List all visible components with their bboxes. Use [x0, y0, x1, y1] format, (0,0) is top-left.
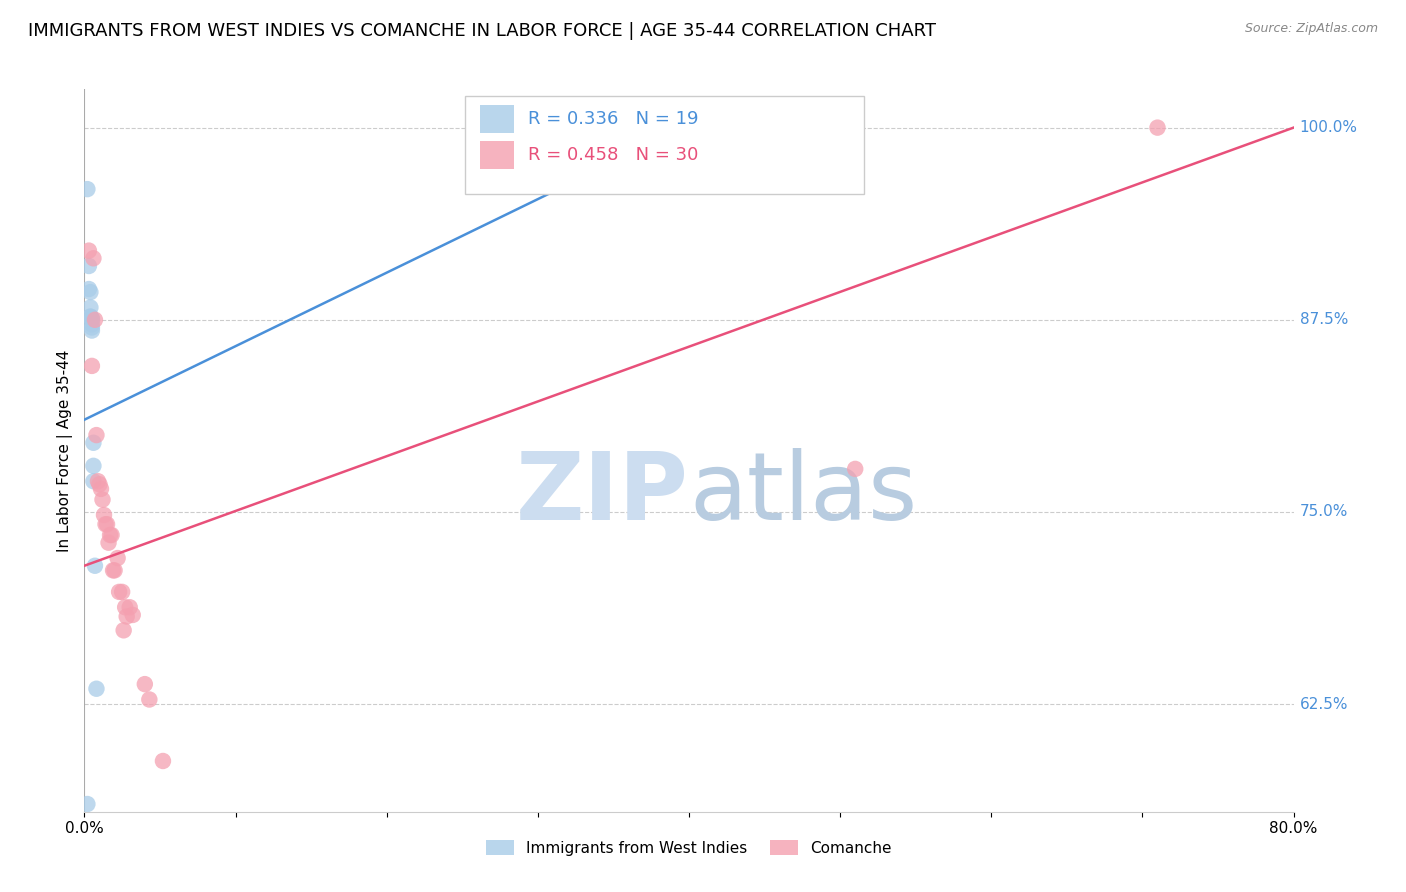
Text: 62.5%: 62.5%	[1299, 697, 1348, 712]
Text: 100.0%: 100.0%	[1299, 120, 1358, 135]
Point	[87, 474, 110, 488]
Y-axis label: In Labor Force | Age 35-44: In Labor Force | Age 35-44	[58, 350, 73, 551]
Point	[112, 624, 135, 638]
Text: Source: ZipAtlas.com: Source: ZipAtlas.com	[1244, 22, 1378, 36]
Point	[76, 797, 98, 811]
FancyBboxPatch shape	[479, 105, 513, 133]
Point	[844, 462, 866, 476]
Point	[107, 551, 129, 566]
Point	[595, 159, 617, 173]
Legend: Immigrants from West Indies, Comanche: Immigrants from West Indies, Comanche	[481, 834, 897, 862]
Point	[90, 482, 112, 496]
Point	[80, 313, 103, 327]
Text: R = 0.336   N = 19: R = 0.336 N = 19	[529, 110, 699, 128]
Point	[82, 474, 104, 488]
Point	[108, 585, 131, 599]
Point	[82, 458, 104, 473]
Point	[118, 600, 141, 615]
Text: 87.5%: 87.5%	[1299, 312, 1348, 327]
Point	[79, 310, 101, 324]
Point	[101, 563, 124, 577]
Point	[76, 182, 98, 196]
Point	[77, 244, 100, 258]
Point	[91, 492, 114, 507]
Point	[79, 301, 101, 315]
Point	[86, 428, 108, 442]
FancyBboxPatch shape	[479, 141, 513, 169]
Point	[152, 754, 174, 768]
Text: ZIP: ZIP	[516, 448, 689, 540]
Text: IMMIGRANTS FROM WEST INDIES VS COMANCHE IN LABOR FORCE | AGE 35-44 CORRELATION C: IMMIGRANTS FROM WEST INDIES VS COMANCHE …	[28, 22, 936, 40]
Point	[104, 563, 127, 577]
Text: atlas: atlas	[689, 448, 917, 540]
Point	[115, 609, 138, 624]
Point	[79, 310, 101, 324]
Point	[82, 252, 104, 266]
Point	[80, 318, 103, 332]
Point	[1146, 120, 1168, 135]
Text: R = 0.458   N = 30: R = 0.458 N = 30	[529, 146, 699, 164]
Point	[84, 558, 107, 573]
Point	[111, 585, 134, 599]
Point	[80, 320, 103, 334]
FancyBboxPatch shape	[465, 96, 865, 194]
Point	[100, 528, 122, 542]
Point	[138, 692, 160, 706]
Point	[86, 681, 108, 696]
Text: 75.0%: 75.0%	[1299, 505, 1348, 519]
Point	[134, 677, 156, 691]
Point	[114, 600, 136, 615]
Point	[96, 517, 118, 532]
Point	[80, 324, 103, 338]
Point	[94, 517, 117, 532]
Point	[84, 313, 107, 327]
Point	[77, 282, 100, 296]
Point	[77, 259, 100, 273]
Point	[121, 607, 143, 622]
Point	[82, 435, 104, 450]
Point	[98, 528, 121, 542]
Point	[89, 477, 111, 491]
Point	[93, 508, 115, 522]
Point	[80, 311, 103, 326]
Point	[79, 285, 101, 299]
Point	[80, 359, 103, 373]
Point	[97, 535, 120, 549]
